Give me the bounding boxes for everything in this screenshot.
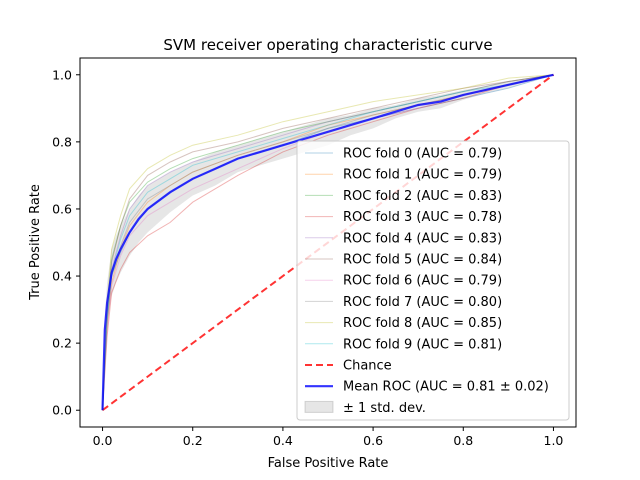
y-tick-label: 0.6 xyxy=(52,201,72,216)
x-tick-label: 0.6 xyxy=(363,433,383,448)
legend-fold-1-label: ROC fold 1 (AUC = 0.79) xyxy=(343,168,502,183)
x-axis-ticks: 0.0 0.2 0.4 0.6 0.8 1.0 xyxy=(93,427,564,448)
x-tick-label: 0.4 xyxy=(273,433,293,448)
y-tick-label: 0.2 xyxy=(52,336,72,351)
std-band-layer xyxy=(102,74,554,411)
roc-fold-8-line xyxy=(102,74,554,411)
x-axis-label: False Positive Rate xyxy=(268,456,389,471)
legend-std-band-swatch xyxy=(304,400,334,413)
legend-mean-roc-label: Mean ROC (AUC = 0.81 ± 0.02) xyxy=(343,380,549,395)
mean-roc-layer xyxy=(101,73,554,411)
legend-fold-6-label: ROC fold 6 (AUC = 0.79) xyxy=(343,274,502,289)
x-tick-label: 1.0 xyxy=(544,433,564,448)
roc-fold-4-line xyxy=(102,74,554,411)
legend-fold-7-label: ROC fold 7 (AUC = 0.80) xyxy=(343,295,502,310)
roc-fold-3-line xyxy=(102,74,554,411)
plot-frame xyxy=(79,57,577,428)
legend-fold-3-label: ROC fold 3 (AUC = 0.78) xyxy=(343,210,502,225)
std-dev-band xyxy=(102,74,554,411)
legend-chance-label: Chance xyxy=(343,359,392,374)
legend-fold-8-label: ROC fold 8 (AUC = 0.85) xyxy=(343,316,502,331)
legend-fold-2-label: ROC fold 2 (AUC = 0.83) xyxy=(343,189,502,204)
legend-fold-5-label: ROC fold 5 (AUC = 0.84) xyxy=(343,253,502,268)
legend-fold-0-label: ROC fold 0 (AUC = 0.79) xyxy=(343,147,502,162)
mean-roc-line xyxy=(101,73,554,411)
legend-box xyxy=(296,140,570,421)
x-tick-label: 0.8 xyxy=(453,433,473,448)
chart-title: SVM receiver operating characteristic cu… xyxy=(163,36,492,54)
y-tick-label: 1.0 xyxy=(52,67,72,82)
legend-fold-4-label: ROC fold 4 (AUC = 0.83) xyxy=(343,231,502,246)
y-axis-ticks: 0.0 0.2 0.4 0.6 0.8 1.0 xyxy=(52,67,80,418)
roc-fold-5-line xyxy=(102,74,554,411)
roc-fold-1-line xyxy=(102,74,554,411)
legend: ROC fold 0 (AUC = 0.79) ROC fold 1 (AUC =… xyxy=(296,140,570,421)
x-tick-label: 0.0 xyxy=(93,433,113,448)
y-tick-label: 0.8 xyxy=(52,134,72,149)
legend-fold-9-label: ROC fold 9 (AUC = 0.81) xyxy=(343,337,502,352)
y-tick-label: 0.0 xyxy=(52,403,72,418)
y-tick-label: 0.4 xyxy=(52,269,72,284)
legend-std-band-label: ± 1 std. dev. xyxy=(343,401,426,416)
x-tick-label: 0.2 xyxy=(183,433,203,448)
roc-fold-2-line xyxy=(102,74,554,411)
y-axis-label: True Positive Rate xyxy=(28,184,43,301)
roc-fold-9-line xyxy=(102,74,554,411)
